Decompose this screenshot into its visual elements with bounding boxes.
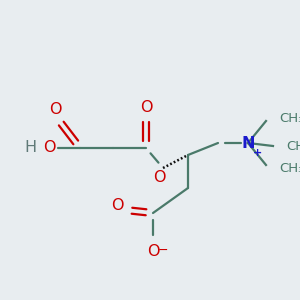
Text: CH₃: CH₃ [286,140,300,152]
Text: O: O [43,140,55,155]
Text: −: − [158,244,168,256]
Text: O: O [49,103,61,118]
Text: CH₃: CH₃ [279,112,300,124]
Text: O: O [111,197,123,212]
Text: O: O [153,170,165,185]
Text: O: O [147,244,159,260]
Text: H: H [24,140,36,155]
Text: CH₃: CH₃ [279,161,300,175]
Text: N: N [241,136,255,151]
Text: +: + [252,148,262,158]
Text: O: O [140,100,152,115]
